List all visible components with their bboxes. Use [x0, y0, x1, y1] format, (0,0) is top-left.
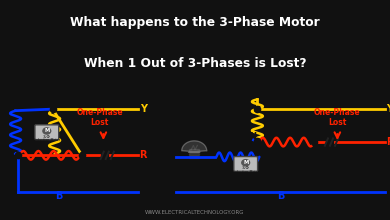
Text: Induction Motor: Induction Motor	[34, 138, 60, 142]
FancyBboxPatch shape	[234, 157, 257, 171]
Text: One-Phase: One-Phase	[314, 108, 361, 117]
FancyBboxPatch shape	[35, 125, 58, 140]
Bar	[189, 152, 199, 155]
Text: M: M	[243, 160, 248, 165]
Text: M: M	[44, 128, 50, 134]
Text: N: N	[249, 132, 256, 141]
Text: 3-Φ: 3-Φ	[43, 135, 51, 139]
Text: When 1 Out of 3-Phases is Lost?: When 1 Out of 3-Phases is Lost?	[84, 57, 306, 70]
Text: Lost: Lost	[90, 118, 109, 127]
Text: WWW.ELECTRICALTECHNOLOGY.ORG: WWW.ELECTRICALTECHNOLOGY.ORG	[145, 210, 245, 215]
Circle shape	[242, 160, 250, 166]
Circle shape	[43, 128, 51, 134]
Text: R: R	[140, 150, 147, 160]
Text: Y: Y	[140, 104, 147, 114]
Text: What happens to the 3-Phase Motor: What happens to the 3-Phase Motor	[70, 16, 320, 29]
Bar	[189, 149, 199, 152]
Text: B: B	[277, 191, 284, 201]
Text: Induction Motor: Induction Motor	[233, 170, 259, 174]
Text: R: R	[386, 137, 390, 147]
Text: Y: Y	[386, 104, 390, 114]
Text: B: B	[55, 191, 62, 201]
Text: Lost: Lost	[328, 118, 347, 127]
Text: 3-Φ: 3-Φ	[242, 166, 250, 170]
Text: One-Phase: One-Phase	[76, 108, 123, 117]
Bar	[189, 156, 199, 158]
Polygon shape	[182, 141, 207, 152]
